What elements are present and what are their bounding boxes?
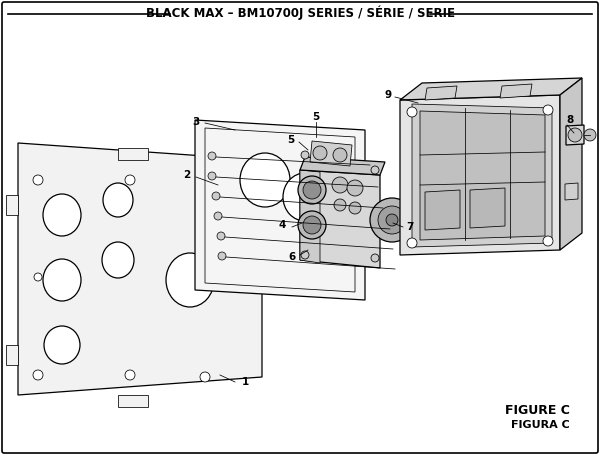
Text: 2: 2 <box>184 170 191 180</box>
Ellipse shape <box>283 173 327 221</box>
Circle shape <box>208 172 216 180</box>
Polygon shape <box>300 170 380 268</box>
Circle shape <box>218 252 226 260</box>
Circle shape <box>378 206 406 234</box>
Circle shape <box>349 202 361 214</box>
Circle shape <box>214 212 222 220</box>
Text: 1: 1 <box>241 377 248 387</box>
Polygon shape <box>300 157 385 175</box>
Polygon shape <box>6 345 18 365</box>
Text: 4: 4 <box>278 220 286 230</box>
Polygon shape <box>425 190 460 230</box>
Ellipse shape <box>102 242 134 278</box>
Circle shape <box>303 216 321 234</box>
Circle shape <box>298 176 326 204</box>
Polygon shape <box>420 111 545 240</box>
Circle shape <box>200 372 210 382</box>
Polygon shape <box>425 86 457 100</box>
Circle shape <box>303 181 321 199</box>
Circle shape <box>34 273 42 281</box>
Circle shape <box>125 370 135 380</box>
Circle shape <box>543 236 553 246</box>
Polygon shape <box>470 188 505 228</box>
Circle shape <box>313 146 327 160</box>
Ellipse shape <box>166 253 214 307</box>
Polygon shape <box>412 104 552 247</box>
Circle shape <box>371 166 379 174</box>
Polygon shape <box>300 170 320 263</box>
Circle shape <box>298 211 326 239</box>
Circle shape <box>333 148 347 162</box>
Polygon shape <box>565 183 578 200</box>
Polygon shape <box>205 128 355 292</box>
Ellipse shape <box>43 259 81 301</box>
Polygon shape <box>566 125 584 145</box>
Circle shape <box>568 128 582 142</box>
Ellipse shape <box>43 194 81 236</box>
Circle shape <box>407 238 417 248</box>
Circle shape <box>334 199 346 211</box>
Circle shape <box>125 175 135 185</box>
Polygon shape <box>400 78 582 100</box>
Polygon shape <box>6 195 18 215</box>
Ellipse shape <box>103 183 133 217</box>
Polygon shape <box>310 141 352 166</box>
Text: 5: 5 <box>287 135 295 145</box>
Circle shape <box>543 105 553 115</box>
Circle shape <box>301 151 309 159</box>
Text: 6: 6 <box>289 252 296 262</box>
Circle shape <box>584 129 596 141</box>
Circle shape <box>33 175 43 185</box>
Polygon shape <box>195 120 365 300</box>
Polygon shape <box>400 95 560 255</box>
Polygon shape <box>500 84 532 98</box>
Text: 8: 8 <box>566 115 574 125</box>
Circle shape <box>301 251 309 259</box>
Text: 3: 3 <box>193 117 200 127</box>
Circle shape <box>371 254 379 262</box>
Circle shape <box>386 214 398 226</box>
Circle shape <box>407 107 417 117</box>
Circle shape <box>240 272 250 282</box>
Circle shape <box>212 192 220 200</box>
Text: 7: 7 <box>406 222 413 232</box>
Circle shape <box>347 180 363 196</box>
Polygon shape <box>560 78 582 250</box>
Circle shape <box>370 198 414 242</box>
Polygon shape <box>18 143 262 395</box>
Ellipse shape <box>240 153 290 207</box>
Circle shape <box>217 232 225 240</box>
Text: BLACK MAX – BM10700J SERIES / SÉRIE / SERIE: BLACK MAX – BM10700J SERIES / SÉRIE / SE… <box>146 6 455 20</box>
Text: 9: 9 <box>385 90 392 100</box>
Ellipse shape <box>323 191 361 233</box>
Text: 5: 5 <box>313 112 320 122</box>
Circle shape <box>208 152 216 160</box>
Circle shape <box>200 180 210 190</box>
Text: FIGURA C: FIGURA C <box>511 420 570 430</box>
Polygon shape <box>118 395 148 407</box>
Circle shape <box>332 177 348 193</box>
Ellipse shape <box>44 326 80 364</box>
Text: FIGURE C: FIGURE C <box>505 404 570 416</box>
Polygon shape <box>118 148 148 160</box>
Circle shape <box>33 370 43 380</box>
